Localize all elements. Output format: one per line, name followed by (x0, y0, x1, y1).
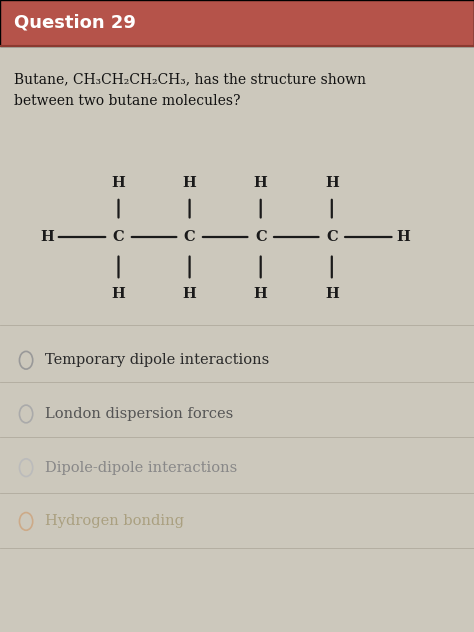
Text: H: H (111, 176, 126, 190)
Text: H: H (396, 230, 410, 244)
Text: C: C (326, 230, 337, 244)
Text: Butane, CH₃CH₂CH₂CH₃, has the structure shown: Butane, CH₃CH₂CH₂CH₃, has the structure … (14, 72, 366, 86)
Text: Temporary dipole interactions: Temporary dipole interactions (45, 353, 269, 367)
Text: H: H (325, 287, 339, 301)
Text: H: H (182, 287, 197, 301)
FancyBboxPatch shape (0, 0, 474, 46)
Text: Hydrogen bonding: Hydrogen bonding (45, 514, 184, 528)
Text: H: H (182, 176, 197, 190)
Text: between two butane molecules?: between two butane molecules? (14, 94, 241, 108)
Text: H: H (111, 287, 126, 301)
Text: Question 29: Question 29 (14, 14, 136, 32)
Text: Dipole-dipole interactions: Dipole-dipole interactions (45, 461, 237, 475)
Text: London dispersion forces: London dispersion forces (45, 407, 233, 421)
Text: C: C (113, 230, 124, 244)
Text: H: H (254, 176, 268, 190)
Text: H: H (254, 287, 268, 301)
Text: H: H (325, 176, 339, 190)
Text: C: C (184, 230, 195, 244)
Text: C: C (255, 230, 266, 244)
Text: H: H (40, 230, 55, 244)
